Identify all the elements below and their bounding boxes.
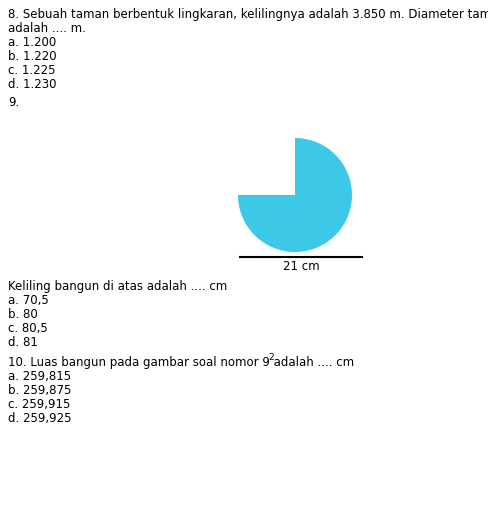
Text: a. 70,5: a. 70,5 [8, 294, 49, 307]
Text: c. 259,915: c. 259,915 [8, 398, 70, 411]
Text: c. 1.225: c. 1.225 [8, 64, 55, 77]
Text: d. 1.230: d. 1.230 [8, 78, 57, 91]
Text: Keliling bangun di atas adalah .... cm: Keliling bangun di atas adalah .... cm [8, 280, 227, 293]
Text: 10. Luas bangun pada gambar soal nomor 9 adalah .... cm: 10. Luas bangun pada gambar soal nomor 9… [8, 356, 353, 369]
Text: adalah .... m.: adalah .... m. [8, 22, 86, 35]
Text: a. 1.200: a. 1.200 [8, 36, 56, 49]
Text: 9.: 9. [8, 96, 19, 109]
Text: d. 81: d. 81 [8, 336, 38, 349]
Text: b. 1.220: b. 1.220 [8, 50, 57, 63]
Text: 2: 2 [267, 353, 273, 362]
Text: b. 80: b. 80 [8, 308, 38, 321]
Text: a. 259,815: a. 259,815 [8, 370, 71, 383]
Text: 8. Sebuah taman berbentuk lingkaran, kelilingnya adalah 3.850 m. Diameter taman: 8. Sebuah taman berbentuk lingkaran, kel… [8, 8, 488, 21]
Text: b. 259,875: b. 259,875 [8, 384, 71, 397]
Text: 21 cm: 21 cm [282, 260, 319, 273]
Text: c. 80,5: c. 80,5 [8, 322, 48, 335]
Text: d. 259,925: d. 259,925 [8, 412, 71, 425]
Polygon shape [238, 138, 351, 252]
